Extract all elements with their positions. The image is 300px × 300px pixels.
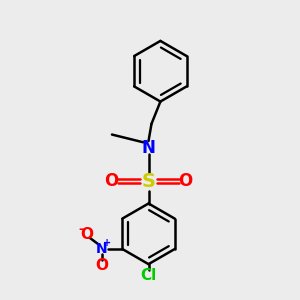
Text: O: O [95,258,109,273]
Text: N: N [96,242,108,256]
Text: O: O [104,172,118,190]
Text: O: O [80,227,93,242]
Text: +: + [103,238,111,248]
Text: -: - [78,223,83,236]
Text: S: S [142,172,155,191]
Text: Cl: Cl [140,268,157,283]
Text: N: N [142,139,155,157]
Text: O: O [178,172,193,190]
